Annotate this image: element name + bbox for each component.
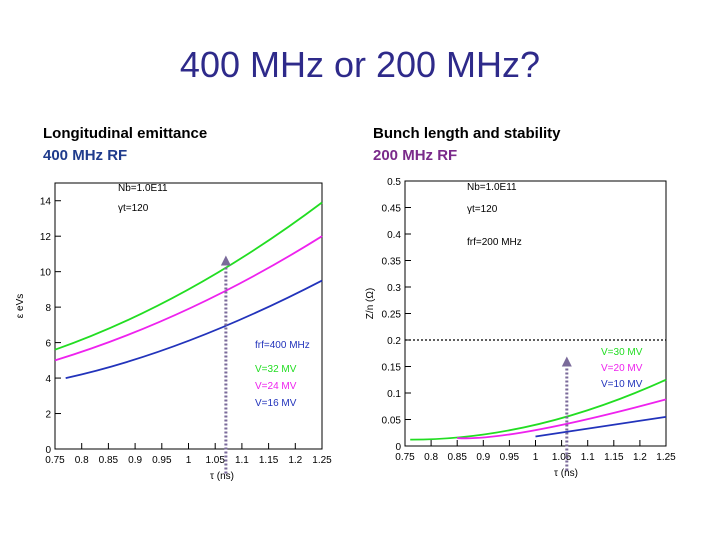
- left-y-tick-label: 6: [45, 339, 51, 350]
- right-legend-entry: V=10 MV: [601, 379, 643, 390]
- right-y-tick-label: 0.35: [382, 257, 402, 268]
- right-x-tick-label: 1.2: [633, 452, 647, 463]
- left-marker-arrow-head: [220, 255, 231, 266]
- right-marker-arrow-head: [561, 356, 572, 367]
- right-series-line: [457, 398, 667, 440]
- right-annotation: γt=120: [467, 204, 498, 215]
- left-legend-entry: V=32 MV: [255, 364, 297, 375]
- right-x-tick-label: 1.25: [656, 452, 676, 463]
- left-legend-entry: V=24 MV: [255, 381, 297, 392]
- left-y-tick-label: 8: [45, 303, 51, 314]
- left-caption-line1: Longitudinal emittance: [43, 125, 208, 142]
- left-x-tick-label: 1.2: [288, 455, 302, 466]
- left-x-tick-label: 1.15: [259, 455, 279, 466]
- left-x-tick-label: 1.25: [312, 455, 332, 466]
- left-caption: Longitudinal emittance 400 MHz RF: [43, 123, 207, 167]
- left-x-tick-label: 0.85: [99, 455, 119, 466]
- right-series-line: [410, 378, 667, 441]
- right-x-tick-label: 1.1: [581, 452, 595, 463]
- slide-title: 400 MHz or 200 MHz?: [179, 44, 541, 85]
- left-x-tick-label: 1: [186, 455, 192, 466]
- left-plot-frame: [54, 182, 323, 450]
- right-x-tick-label: 1: [533, 452, 539, 463]
- right-legend-entry: V=30 MV: [601, 347, 643, 358]
- right-y-tick-label: 0.3: [387, 283, 401, 294]
- left-y-tick-label: 4: [45, 374, 51, 385]
- right-plot-frame: [404, 180, 667, 447]
- left-y-tick-label: 12: [40, 232, 52, 243]
- left-x-tick-label: 0.9: [128, 455, 142, 466]
- right-x-axis-label: τ (ns): [554, 468, 578, 479]
- right-annotation: frf=200 MHz: [467, 237, 522, 248]
- right-caption: Bunch length and stability 200 MHz RF: [373, 123, 561, 167]
- left-x-tick-label: 0.8: [75, 455, 89, 466]
- right-x-tick-label: 0.95: [500, 452, 520, 463]
- right-caption-line1: Bunch length and stability: [373, 125, 561, 142]
- right-y-tick-label: 0.45: [382, 204, 402, 215]
- left-series-line: [65, 279, 323, 379]
- right-y-tick-label: 0.05: [382, 416, 402, 427]
- right-y-tick-label: 0: [395, 442, 401, 453]
- left-x-tick-label: 1.1: [235, 455, 249, 466]
- right-annotation: Nb=1.0E11: [467, 182, 517, 193]
- right-y-tick-label: 0.25: [382, 310, 402, 321]
- left-x-axis-label: τ (ns): [210, 471, 234, 482]
- left-x-tick-label: 0.95: [152, 455, 172, 466]
- left-y-tick-label: 0: [45, 445, 51, 456]
- right-x-tick-label: 1.15: [604, 452, 624, 463]
- left-annotation: γt=120: [118, 203, 149, 214]
- right-y-tick-label: 0.5: [387, 177, 401, 188]
- left-series-line: [54, 235, 323, 362]
- right-y-tick-label: 0.2: [387, 336, 401, 347]
- left-y-axis-label: ε eVs: [15, 294, 26, 318]
- right-legend-entry: V=20 MV: [601, 363, 643, 374]
- left-annotation: frf=400 MHz: [255, 340, 310, 351]
- right-x-tick-label: 0.75: [395, 452, 415, 463]
- left-y-tick-label: 10: [40, 268, 52, 279]
- right-y-axis-label: Z/n (Ω): [365, 288, 376, 319]
- right-x-tick-label: 0.9: [476, 452, 490, 463]
- right-x-tick-label: 0.85: [447, 452, 467, 463]
- left-x-tick-label: 1.05: [205, 455, 225, 466]
- left-annotation: Nb=1.0E11: [118, 183, 168, 194]
- right-y-tick-label: 0.15: [382, 363, 402, 374]
- left-y-tick-label: 2: [45, 410, 51, 421]
- left-legend-entry: V=16 MV: [255, 398, 297, 409]
- right-caption-line2: 200 MHz RF: [373, 147, 458, 164]
- left-y-tick-label: 14: [40, 197, 52, 208]
- left-caption-line2: 400 MHz RF: [43, 147, 128, 164]
- right-y-tick-label: 0.1: [387, 389, 401, 400]
- left-x-tick-label: 0.75: [45, 455, 65, 466]
- right-series-line: [535, 415, 667, 438]
- right-x-tick-label: 0.8: [424, 452, 438, 463]
- left-series-line: [54, 201, 323, 351]
- right-x-tick-label: 1.05: [552, 452, 572, 463]
- right-y-tick-label: 0.4: [387, 230, 401, 241]
